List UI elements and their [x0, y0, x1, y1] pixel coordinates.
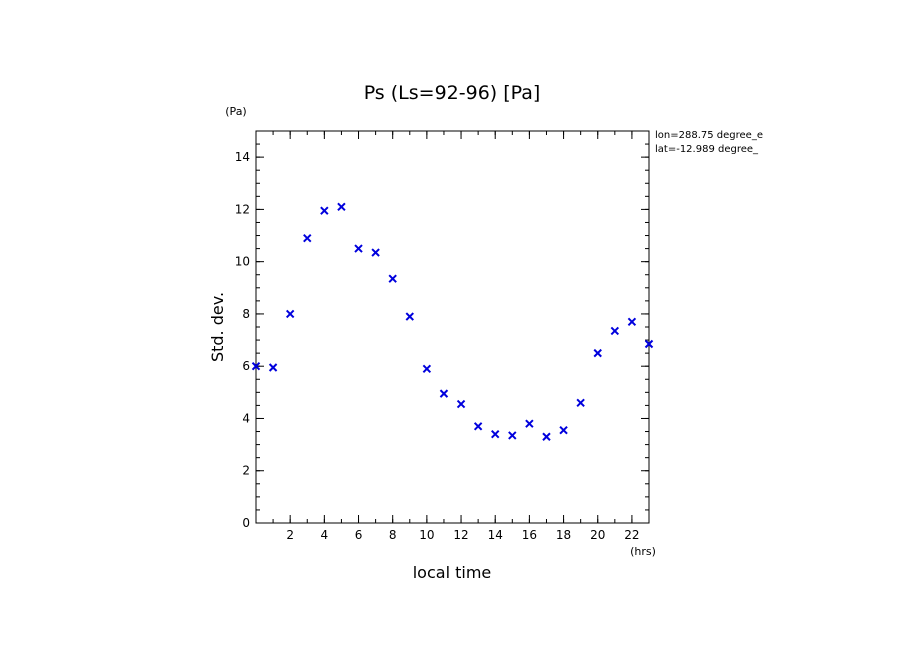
x-axis-unit: (hrs): [630, 545, 656, 558]
data-point: [337, 202, 346, 211]
y-tick-label: 2: [242, 464, 250, 478]
x-tick-label: 22: [624, 528, 639, 542]
data-point: [251, 361, 261, 371]
x-tick-label: 12: [453, 528, 468, 542]
x-tick-label: 2: [286, 528, 294, 542]
data-point: [320, 206, 329, 215]
data-point: [354, 244, 363, 253]
data-point: [542, 432, 551, 441]
chart-title: Ps (Ls=92-96) [Pa]: [364, 82, 541, 104]
y-tick-label: 12: [235, 202, 250, 216]
x-tick-label: 4: [321, 528, 329, 542]
data-point: [576, 398, 585, 407]
data-point: [508, 431, 517, 440]
y-tick-label: 10: [235, 255, 250, 269]
data-point: [371, 248, 380, 257]
x-tick-label: 18: [556, 528, 571, 542]
data-point: [644, 339, 654, 349]
data-point: [268, 363, 278, 372]
plot-frame: [255, 130, 650, 524]
data-point: [456, 399, 466, 409]
axis-ticks: 2 4 6 8 10 12 14 16 18 20 22 0 2 4 6 8 10 12 14: [235, 130, 650, 542]
data-point: [473, 422, 483, 431]
x-tick-label: 10: [419, 528, 434, 542]
data-point: [627, 317, 637, 326]
data-point: [525, 419, 534, 428]
data-points: [251, 202, 654, 441]
y-tick-label: 0: [242, 516, 250, 530]
y-tick-label: 4: [242, 411, 250, 425]
x-tick-label: 16: [522, 528, 537, 542]
data-point: [388, 274, 397, 283]
y-tick-label: 14: [235, 150, 250, 164]
data-point: [610, 326, 620, 336]
data-point: [405, 312, 414, 321]
annotation-clip: [780, 125, 904, 160]
data-point: [559, 426, 568, 435]
x-tick-label: 20: [590, 528, 605, 542]
x-axis-label: local time: [413, 563, 492, 582]
x-tick-label: 14: [488, 528, 503, 542]
y-tick-label: 6: [242, 359, 250, 373]
data-point: [491, 429, 500, 439]
y-axis-unit: (Pa): [225, 105, 246, 118]
annotation-lat: lat=-12.989 degree_: [655, 144, 759, 155]
data-point: [439, 389, 449, 398]
data-point: [593, 348, 602, 358]
data-point: [422, 364, 432, 374]
y-axis-label: Std. dev.: [208, 292, 227, 362]
x-tick-label: 6: [355, 528, 363, 542]
x-tick-label: 8: [389, 528, 397, 542]
data-point: [303, 233, 312, 243]
annotation-lon: lon=288.75 degree_e: [655, 130, 763, 141]
y-tick-label: 8: [242, 307, 250, 321]
data-point: [285, 309, 295, 319]
